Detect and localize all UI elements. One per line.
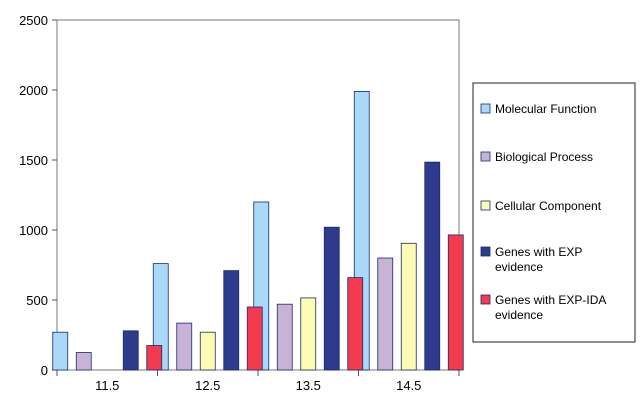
bar-biological-process-13-5 [276, 303, 293, 371]
bar-genes-with-exp-evidence-11-5 [122, 330, 139, 371]
legend-label: Genes with EXP [495, 245, 582, 259]
y-tick-label: 500 [26, 293, 48, 308]
bar-genes-with-exp-evidence-12-5 [223, 270, 240, 371]
legend-label: evidence [495, 260, 543, 274]
x-tick-label: 12.5 [195, 378, 220, 393]
legend-label: evidence [495, 308, 543, 322]
bar-cellular-component-12-5 [199, 331, 216, 371]
bar-genes-with-exp-ida-evidence-11-5 [146, 345, 163, 371]
y-tick-label: 2000 [19, 83, 48, 98]
legend-swatch [480, 246, 491, 257]
legend-label: Molecular Function [495, 102, 596, 116]
bar-biological-process-12-5 [176, 322, 193, 371]
bar-genes-with-exp-evidence-13-5 [323, 226, 340, 371]
x-tick-label: 13.5 [296, 378, 321, 393]
y-tick-label: 2500 [19, 13, 48, 28]
legend-label: Cellular Component [495, 199, 602, 213]
bar-cellular-component-13-5 [300, 297, 317, 371]
bar-genes-with-exp-evidence-14-5 [424, 161, 441, 371]
legend-swatch [480, 151, 491, 162]
legend-swatch [480, 294, 491, 305]
bar-molecular-function-11-5 [52, 331, 69, 371]
legend-label: Genes with EXP-IDA [495, 293, 606, 307]
x-tick-label: 11.5 [95, 378, 119, 393]
legend-label: Biological Process [495, 150, 593, 164]
bar-genes-with-exp-ida-evidence-14-5 [447, 234, 464, 371]
x-tick-label: 14.5 [396, 378, 421, 393]
legend-swatch [480, 103, 491, 114]
y-tick-label: 0 [41, 363, 48, 378]
legend-box [472, 82, 636, 343]
x-axis-tick-labels: 11.5 12.5 13.5 14.5 [95, 378, 421, 393]
bar-biological-process-14-5 [377, 257, 394, 371]
y-tick-label: 1500 [19, 153, 48, 168]
bar-genes-with-exp-ida-evidence-13-5 [347, 277, 364, 371]
bar-series [52, 91, 464, 371]
legend-swatch [480, 200, 491, 211]
y-tick-label: 1000 [19, 223, 48, 238]
bar-cellular-component-14-5 [400, 242, 417, 371]
bar-genes-with-exp-ida-evidence-12-5 [246, 306, 263, 371]
y-axis-tick-labels: 0 500 1000 1500 2000 2500 [19, 13, 48, 378]
bar-biological-process-11-5 [75, 352, 92, 371]
legend: Molecular Function Biological Process Cell… [472, 82, 636, 343]
